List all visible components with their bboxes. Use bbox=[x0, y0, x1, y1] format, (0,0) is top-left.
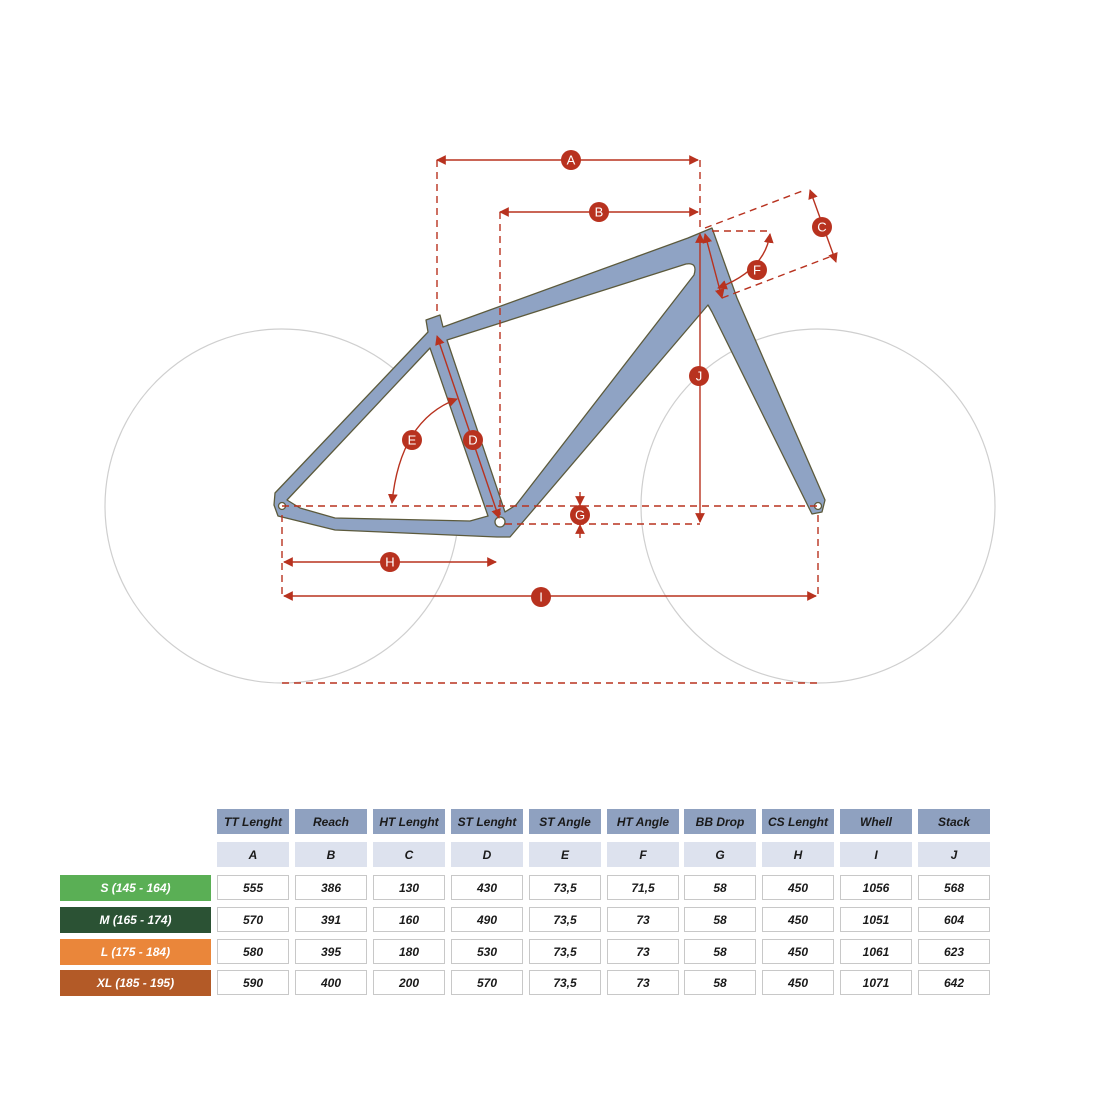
column-header: CS Lenght bbox=[762, 809, 834, 834]
dimension-labels: A B C D E F G H I J bbox=[380, 150, 832, 607]
label-b: B bbox=[589, 202, 609, 222]
label-a: A bbox=[561, 150, 581, 170]
table-cell: 73 bbox=[607, 939, 679, 964]
table-cell: 58 bbox=[684, 970, 756, 995]
column-header: BB Drop bbox=[684, 809, 756, 834]
column-header: ST Lenght bbox=[451, 809, 523, 834]
column-header: ST Angle bbox=[529, 809, 601, 834]
label-c: C bbox=[812, 217, 832, 237]
table-cell: 570 bbox=[217, 907, 289, 932]
label-j: J bbox=[689, 366, 709, 386]
table-cell: 73 bbox=[607, 907, 679, 932]
table-cell: 180 bbox=[373, 939, 445, 964]
table-cell: 450 bbox=[762, 970, 834, 995]
column-header: Stack bbox=[918, 809, 990, 834]
table-cell: 642 bbox=[918, 970, 990, 995]
front-wheel bbox=[640, 328, 996, 684]
table-cell: 1071 bbox=[840, 970, 912, 995]
label-e: E bbox=[402, 430, 422, 450]
column-header: HT Lenght bbox=[373, 809, 445, 834]
column-letter: I bbox=[840, 842, 912, 867]
column-letter: E bbox=[529, 842, 601, 867]
table-cell: 1056 bbox=[840, 875, 912, 900]
column-letter: J bbox=[918, 842, 990, 867]
table-cell: 580 bbox=[217, 939, 289, 964]
column-header: HT Angle bbox=[607, 809, 679, 834]
size-label: XL (185 - 195) bbox=[60, 970, 211, 996]
table-cell: 130 bbox=[373, 875, 445, 900]
table-cell: 73,5 bbox=[529, 907, 601, 932]
label-e-text: E bbox=[408, 433, 417, 448]
label-c-text: C bbox=[817, 220, 826, 235]
column-header: TT Lenght bbox=[217, 809, 289, 834]
label-g: G bbox=[570, 505, 590, 525]
table-cell: 391 bbox=[295, 907, 367, 932]
table-cell: 590 bbox=[217, 970, 289, 995]
table-cell: 160 bbox=[373, 907, 445, 932]
table-cell: 71,5 bbox=[607, 875, 679, 900]
table-cell: 73,5 bbox=[529, 970, 601, 995]
label-h-text: H bbox=[385, 555, 394, 570]
label-b-text: B bbox=[595, 205, 604, 220]
table-cell: 1061 bbox=[840, 939, 912, 964]
table-cell: 450 bbox=[762, 907, 834, 932]
table-cell: 568 bbox=[918, 875, 990, 900]
label-j-text: J bbox=[696, 369, 703, 384]
table-cell: 58 bbox=[684, 907, 756, 932]
label-a-text: A bbox=[567, 153, 576, 168]
column-header: Reach bbox=[295, 809, 367, 834]
column-letter: G bbox=[684, 842, 756, 867]
label-i-text: I bbox=[539, 590, 543, 605]
label-f-text: F bbox=[753, 263, 761, 278]
table-cell: 430 bbox=[451, 875, 523, 900]
table-cell: 200 bbox=[373, 970, 445, 995]
size-label: L (175 - 184) bbox=[60, 939, 211, 965]
table-cell: 623 bbox=[918, 939, 990, 964]
table-cell: 555 bbox=[217, 875, 289, 900]
column-letter: A bbox=[217, 842, 289, 867]
table-cell: 604 bbox=[918, 907, 990, 932]
table-cell: 386 bbox=[295, 875, 367, 900]
label-d-text: D bbox=[468, 433, 477, 448]
table-cell: 58 bbox=[684, 875, 756, 900]
size-label: M (165 - 174) bbox=[60, 907, 211, 933]
column-letter: B bbox=[295, 842, 367, 867]
table-cell: 73 bbox=[607, 970, 679, 995]
table-cell: 73,5 bbox=[529, 939, 601, 964]
table-cell: 1051 bbox=[840, 907, 912, 932]
table-cell: 570 bbox=[451, 970, 523, 995]
table-cell: 400 bbox=[295, 970, 367, 995]
table-cell: 490 bbox=[451, 907, 523, 932]
column-letter: H bbox=[762, 842, 834, 867]
table-cell: 73,5 bbox=[529, 875, 601, 900]
column-letter: D bbox=[451, 842, 523, 867]
label-d: D bbox=[463, 430, 483, 450]
table-cell: 530 bbox=[451, 939, 523, 964]
label-h: H bbox=[380, 552, 400, 572]
column-letter: F bbox=[607, 842, 679, 867]
column-letter: C bbox=[373, 842, 445, 867]
table-cell: 450 bbox=[762, 939, 834, 964]
label-g-text: G bbox=[575, 508, 585, 523]
table-cell: 395 bbox=[295, 939, 367, 964]
label-i: I bbox=[531, 587, 551, 607]
table-cell: 450 bbox=[762, 875, 834, 900]
size-label: S (145 - 164) bbox=[60, 875, 211, 901]
label-f: F bbox=[747, 260, 767, 280]
column-header: Whell bbox=[840, 809, 912, 834]
table-cell: 58 bbox=[684, 939, 756, 964]
bike-geometry-diagram: A B C D E F G H I J bbox=[104, 150, 996, 684]
bike-frame bbox=[273, 227, 826, 538]
